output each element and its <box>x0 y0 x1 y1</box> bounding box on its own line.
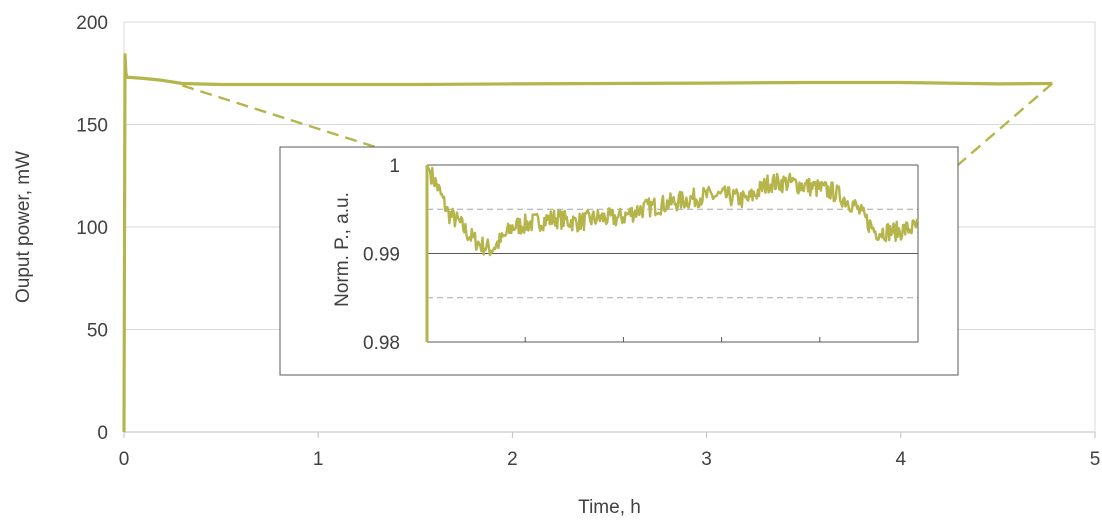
series-line <box>122 53 1053 433</box>
y-tick-label: 50 <box>87 321 108 342</box>
inset-series <box>425 164 919 257</box>
x-tick-label: 5 <box>1090 449 1101 470</box>
x-tick-label: 3 <box>701 449 712 470</box>
x-tick-label: 2 <box>507 449 518 470</box>
main-series <box>122 53 1053 433</box>
y-axis-title: Ouput power, mW <box>13 151 34 303</box>
inset-y-tick-label: 0.99 <box>363 245 400 266</box>
y-tick-label: 150 <box>76 116 108 137</box>
inset-y-tick-label: 0.98 <box>363 333 400 354</box>
y-tick-label: 200 <box>76 13 108 34</box>
y-tick-label: 100 <box>76 218 108 239</box>
inset-gridlines <box>427 208 918 299</box>
main-tick-labels: 0 50 100 150 200 0 1 2 3 4 5 <box>76 13 1100 470</box>
x-tick-label: 4 <box>896 449 907 470</box>
inset-axes <box>425 164 919 343</box>
zoom-connector-right <box>899 82 1054 216</box>
inset-y-tick-label: 1 <box>389 156 400 177</box>
x-axis-title: Time, h <box>578 497 641 518</box>
inset-y-axis-title: Norm. P., a.u. <box>332 192 353 307</box>
x-tick-label: 0 <box>119 449 130 470</box>
inset-tick-labels: 0.98 0.99 1 <box>363 156 400 354</box>
inset-frame <box>279 146 959 376</box>
y-tick-label: 0 <box>97 423 108 444</box>
inset-series-line <box>425 164 919 257</box>
inset-chart: 0.98 0.99 1 Norm. P., a.u. <box>279 146 959 376</box>
x-tick-label: 1 <box>313 449 324 470</box>
